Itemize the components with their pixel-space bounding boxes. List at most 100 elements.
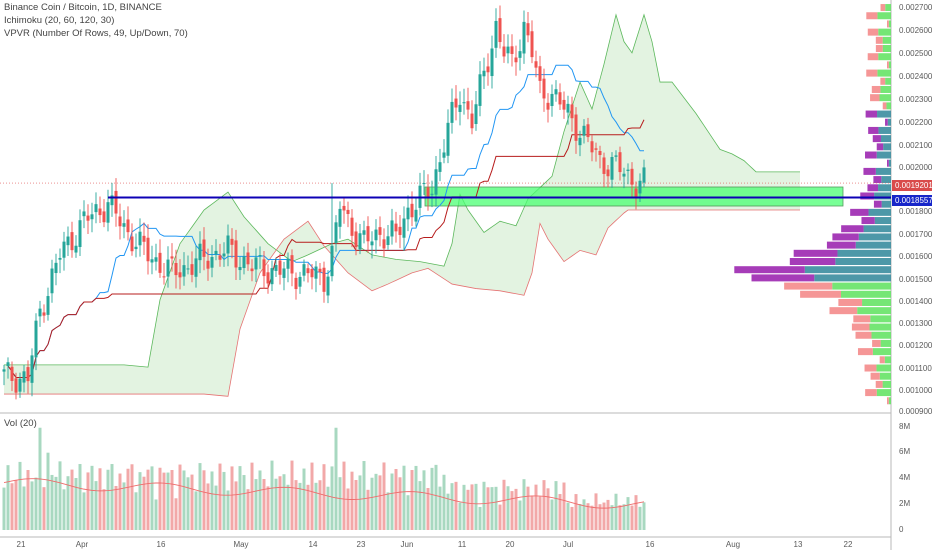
volume-bar	[342, 461, 346, 530]
vp-row-down	[866, 12, 878, 20]
volume-bar	[42, 487, 46, 530]
candle-body	[606, 169, 610, 177]
vp-row-down	[870, 94, 880, 102]
volume-bar	[426, 488, 430, 530]
candle-body	[242, 256, 246, 269]
vp-row-up	[882, 36, 891, 44]
volume-bar	[398, 477, 402, 530]
candle-body	[370, 241, 374, 246]
candle-body	[126, 219, 130, 233]
volume-bar	[498, 504, 502, 530]
vp-row-up	[871, 331, 891, 339]
volume-tick-label: 6M	[899, 447, 911, 456]
vp-row-down	[882, 102, 887, 110]
candle-body	[302, 264, 306, 276]
volume-bar	[26, 470, 30, 530]
volume-bar	[486, 487, 490, 530]
candle-body	[506, 46, 510, 54]
volume-bar	[78, 464, 82, 530]
volume-bar	[630, 505, 634, 530]
candle-body	[230, 238, 234, 245]
volume-bar	[318, 480, 322, 530]
candle-body	[10, 366, 14, 381]
candle-body	[562, 99, 566, 110]
vp-row-up	[878, 28, 891, 36]
vp-row-down	[784, 282, 833, 290]
candle-body	[226, 235, 230, 254]
ichimoku-cloud	[4, 14, 800, 397]
candle-body	[262, 259, 266, 277]
candle-body	[162, 276, 166, 278]
candle-body	[46, 296, 50, 315]
candle-body	[590, 141, 594, 153]
vp-row-down	[793, 249, 838, 257]
volume-bar	[374, 473, 378, 530]
vp-row-up	[887, 118, 891, 126]
volume-bar	[138, 472, 142, 530]
candle-body	[182, 265, 186, 277]
candle-body	[550, 93, 554, 107]
volume-bar	[2, 487, 6, 530]
candle-body	[270, 268, 274, 285]
candle-body	[166, 259, 170, 277]
vp-row-down	[841, 225, 864, 233]
volume-bar	[458, 502, 462, 530]
time-tick-label: 23	[356, 540, 366, 549]
time-tick-label: 21	[16, 540, 26, 549]
volume-bar	[126, 468, 130, 530]
tenkan-sen-line	[7, 64, 644, 378]
volume-bar	[142, 476, 146, 530]
candle-body	[94, 204, 98, 213]
candle-body	[250, 268, 254, 272]
volume-bar	[34, 477, 38, 530]
volume-bar	[54, 476, 58, 530]
candle-body	[258, 255, 262, 257]
volume-bar	[510, 491, 514, 530]
vp-row-down	[875, 45, 883, 53]
volume-bar	[594, 493, 598, 530]
candle-body	[522, 21, 526, 54]
candle-body	[154, 257, 158, 262]
candle-body	[414, 209, 418, 222]
volume-bar	[266, 486, 270, 530]
vp-row-up	[835, 258, 891, 266]
vp-row-up	[874, 217, 891, 225]
candle-body	[402, 218, 406, 238]
volume-bar	[526, 486, 530, 530]
volume-bar	[74, 478, 78, 530]
candle-body	[626, 169, 630, 171]
volume-bar	[422, 470, 426, 530]
candle-body	[74, 245, 78, 253]
vp-row-up	[863, 225, 891, 233]
volume-bar	[238, 466, 242, 530]
vp-row-down	[800, 290, 842, 298]
candle-body	[34, 320, 38, 358]
volume-bar	[370, 477, 374, 530]
volume-bar	[598, 504, 602, 530]
candle-body	[290, 255, 294, 274]
vpvr-legend[interactable]: VPVR (Number Of Rows, 49, Up/Down, 70)	[4, 28, 188, 39]
volume-bar	[214, 485, 218, 530]
candle-body	[138, 231, 142, 246]
time-tick-label: Aug	[725, 540, 741, 549]
candle-body	[410, 203, 414, 218]
volume-bar	[18, 461, 22, 530]
candle-body	[310, 269, 314, 278]
vp-row-down	[865, 151, 877, 159]
time-tick-label: Apr	[75, 540, 89, 549]
volume-legend[interactable]: Vol (20)	[4, 418, 37, 429]
candle-body	[354, 231, 358, 248]
candle-body	[398, 226, 402, 235]
volume-bar	[418, 481, 422, 530]
volume-bar	[86, 472, 90, 530]
volume-bar	[82, 492, 86, 530]
vp-row-down	[865, 389, 877, 397]
volume-bar	[454, 481, 458, 530]
ichimoku-legend[interactable]: Ichimoku (20, 60, 120, 30)	[4, 15, 115, 26]
candle-body	[142, 235, 146, 242]
